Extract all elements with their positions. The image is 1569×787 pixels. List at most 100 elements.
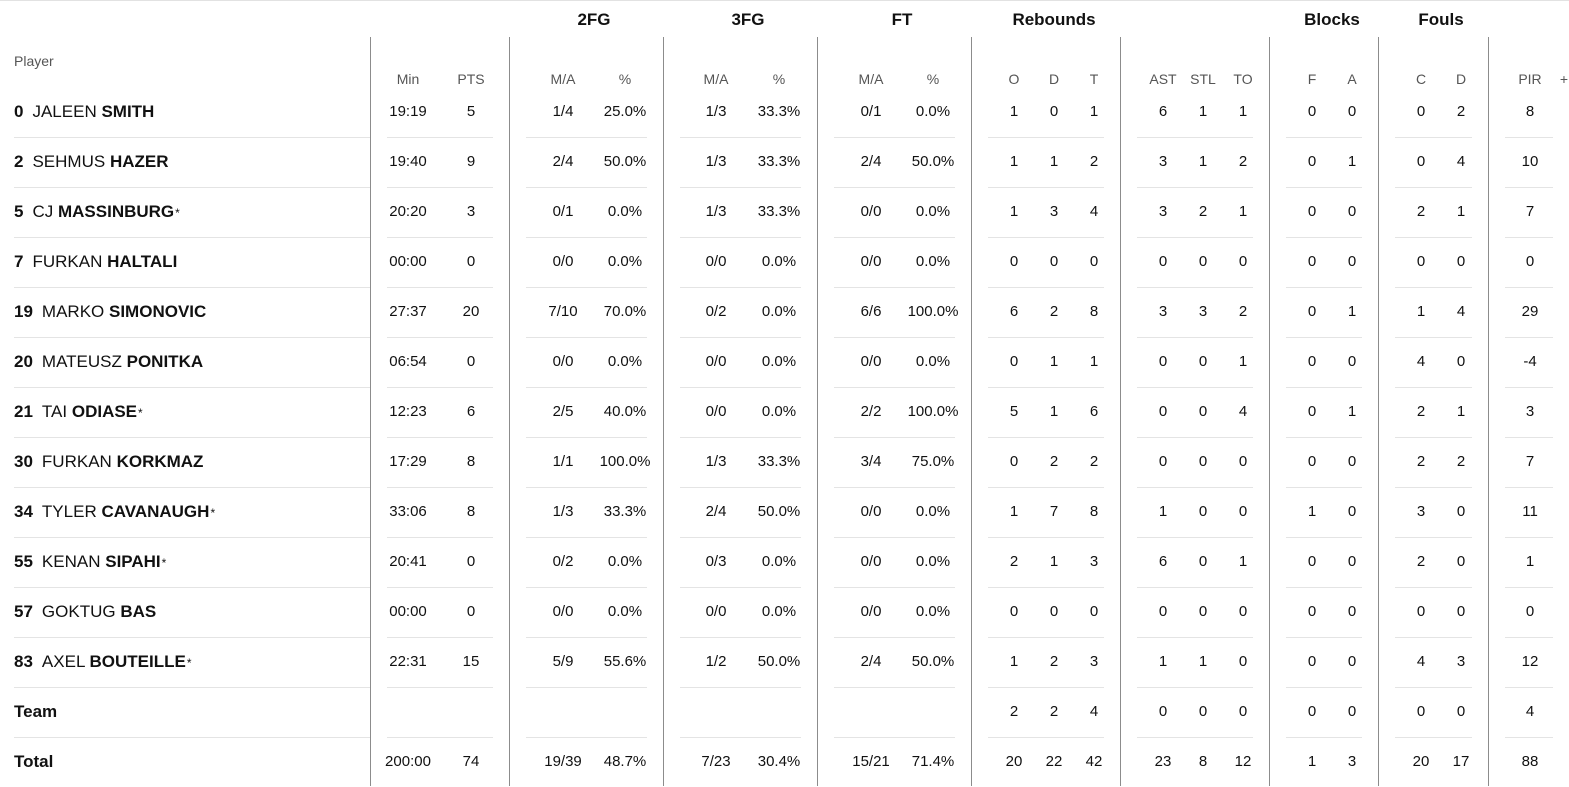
row-separator xyxy=(988,437,1104,438)
player-last-name[interactable]: SIMONOVIC xyxy=(109,302,207,321)
stat-fouls-d: 0 xyxy=(1456,553,1466,570)
stat-ast: 0 xyxy=(1158,353,1168,370)
column-header-3fg-ma[interactable]: M/A xyxy=(703,71,729,87)
stat-3fg-pct: 33.3% xyxy=(757,453,801,470)
row-separator xyxy=(1286,187,1362,188)
stat-ast: 0 xyxy=(1158,453,1168,470)
column-header-ft-ma[interactable]: M/A xyxy=(858,71,884,87)
starter-marker: * xyxy=(186,656,192,670)
player-last-name[interactable]: ODIASE xyxy=(71,402,138,421)
player-name[interactable]: 30 FURKAN KORKMAZ xyxy=(14,437,203,487)
stat-to: 4 xyxy=(1238,403,1248,420)
stat-pts: 74 xyxy=(462,753,480,770)
row-separator xyxy=(988,687,1104,688)
stat-2fg-ma: 2/4 xyxy=(552,153,574,170)
stat-stl: 3 xyxy=(1198,303,1208,320)
player-name[interactable]: 20 MATEUSZ PONITKA xyxy=(14,337,203,387)
column-header-to[interactable]: TO xyxy=(1233,71,1253,87)
row-separator xyxy=(1395,387,1472,388)
player-last-name[interactable]: HALTALI xyxy=(107,252,178,271)
group-header-ft: FT xyxy=(891,10,913,29)
stat-pts: 9 xyxy=(466,153,476,170)
stat-to: 0 xyxy=(1238,703,1248,720)
column-header-blk-f[interactable]: F xyxy=(1307,71,1317,87)
table-row: 0 JALEEN SMITH 19:19 5 1/4 25.0% 1/3 33.3% 0/1 0.… xyxy=(0,87,1569,137)
stat-ast: 3 xyxy=(1158,153,1168,170)
stat-pts: 3 xyxy=(466,203,476,220)
player-last-name[interactable]: SIPAHI xyxy=(105,552,161,571)
column-header-reb-o[interactable]: O xyxy=(1008,71,1020,87)
player-first-name: GOKTUG xyxy=(41,602,116,621)
player-name[interactable]: 5 CJ MASSINBURG* xyxy=(14,187,180,237)
stat-fouls-c: 2 xyxy=(1416,553,1426,570)
stat-reb-t: 8 xyxy=(1089,503,1099,520)
player-first-name: SEHMUS xyxy=(32,152,106,171)
player-last-name[interactable]: MASSINBURG xyxy=(57,202,175,221)
player-name[interactable]: 0 JALEEN SMITH xyxy=(14,87,154,137)
row-separator xyxy=(1395,737,1472,738)
row-separator xyxy=(387,287,493,288)
stat-pir: 1 xyxy=(1525,553,1535,570)
stat-reb-d: 2 xyxy=(1049,453,1059,470)
player-last-name[interactable]: PONITKA xyxy=(126,352,204,371)
player-last-name[interactable]: SMITH xyxy=(101,102,155,121)
row-separator xyxy=(834,237,955,238)
player-name[interactable]: 83 AXEL BOUTEILLE* xyxy=(14,637,192,687)
stat-stl: 0 xyxy=(1198,553,1208,570)
stat-reb-o: 1 xyxy=(1009,103,1019,120)
column-header-ast[interactable]: AST xyxy=(1149,71,1177,87)
column-header-pir[interactable]: PIR xyxy=(1518,71,1542,87)
player-name[interactable]: 7 FURKAN HALTALI xyxy=(14,237,177,287)
column-header-stl[interactable]: STL xyxy=(1190,71,1216,87)
stat-ft-ma: 0/0 xyxy=(860,603,882,620)
column-header-pts[interactable]: PTS xyxy=(457,71,485,87)
stat-fouls-d: 0 xyxy=(1456,253,1466,270)
jersey-number: 30 xyxy=(14,452,33,471)
column-header-plusminus[interactable]: + xyxy=(1559,71,1569,87)
stat-fouls-c: 4 xyxy=(1416,353,1426,370)
player-name[interactable]: 21 TAI ODIASE* xyxy=(14,387,143,437)
stat-to: 1 xyxy=(1238,553,1248,570)
stat-pts: 0 xyxy=(466,603,476,620)
starter-marker: * xyxy=(210,506,216,520)
stat-reb-o: 20 xyxy=(1005,753,1023,770)
row-separator xyxy=(526,537,647,538)
player-last-name[interactable]: BOUTEILLE xyxy=(89,652,186,671)
stat-fouls-c: 20 xyxy=(1412,753,1430,770)
player-last-name[interactable]: HAZER xyxy=(109,152,169,171)
player-name[interactable]: 19 MARKO SIMONOVIC xyxy=(14,287,206,337)
player-name[interactable]: 34 TYLER CAVANAUGH* xyxy=(14,487,215,537)
stat-blk-a: 0 xyxy=(1347,453,1357,470)
column-header-fouls-c[interactable]: C xyxy=(1415,71,1427,87)
stat-blk-a: 1 xyxy=(1347,153,1357,170)
column-header-blk-a[interactable]: A xyxy=(1347,71,1357,87)
player-name[interactable]: 2 SEHMUS HAZER xyxy=(14,137,169,187)
row-separator xyxy=(1137,587,1253,588)
player-last-name[interactable]: KORKMAZ xyxy=(116,452,204,471)
column-header-3fg-pct[interactable]: % xyxy=(772,71,786,87)
stat-reb-o: 0 xyxy=(1009,253,1019,270)
column-header-ft-pct[interactable]: % xyxy=(926,71,940,87)
row-separator xyxy=(387,587,493,588)
stat-3fg-pct: 33.3% xyxy=(757,203,801,220)
column-header-min[interactable]: Min xyxy=(396,71,420,87)
stat-reb-t: 3 xyxy=(1089,653,1099,670)
column-header-2fg-pct[interactable]: % xyxy=(618,71,632,87)
stat-3fg-pct: 50.0% xyxy=(757,653,801,670)
stat-min: 20:20 xyxy=(389,203,427,220)
row-separator xyxy=(14,387,370,388)
player-name[interactable]: 57 GOKTUG BAS xyxy=(14,587,156,637)
column-header-reb-d[interactable]: D xyxy=(1048,71,1060,87)
stat-blk-a: 1 xyxy=(1347,303,1357,320)
column-header-reb-t[interactable]: T xyxy=(1089,71,1099,87)
column-header-2fg-ma[interactable]: M/A xyxy=(550,71,576,87)
player-name[interactable]: 55 KENAN SIPAHI* xyxy=(14,537,166,587)
row-separator xyxy=(1505,637,1553,638)
player-last-name[interactable]: BAS xyxy=(120,602,157,621)
player-last-name[interactable]: CAVANAUGH xyxy=(101,502,210,521)
stat-ast: 3 xyxy=(1158,203,1168,220)
stat-reb-d: 3 xyxy=(1049,203,1059,220)
column-header-fouls-d[interactable]: D xyxy=(1455,71,1467,87)
stat-ft-pct: 71.4% xyxy=(911,753,955,770)
jersey-number: 0 xyxy=(14,102,24,121)
